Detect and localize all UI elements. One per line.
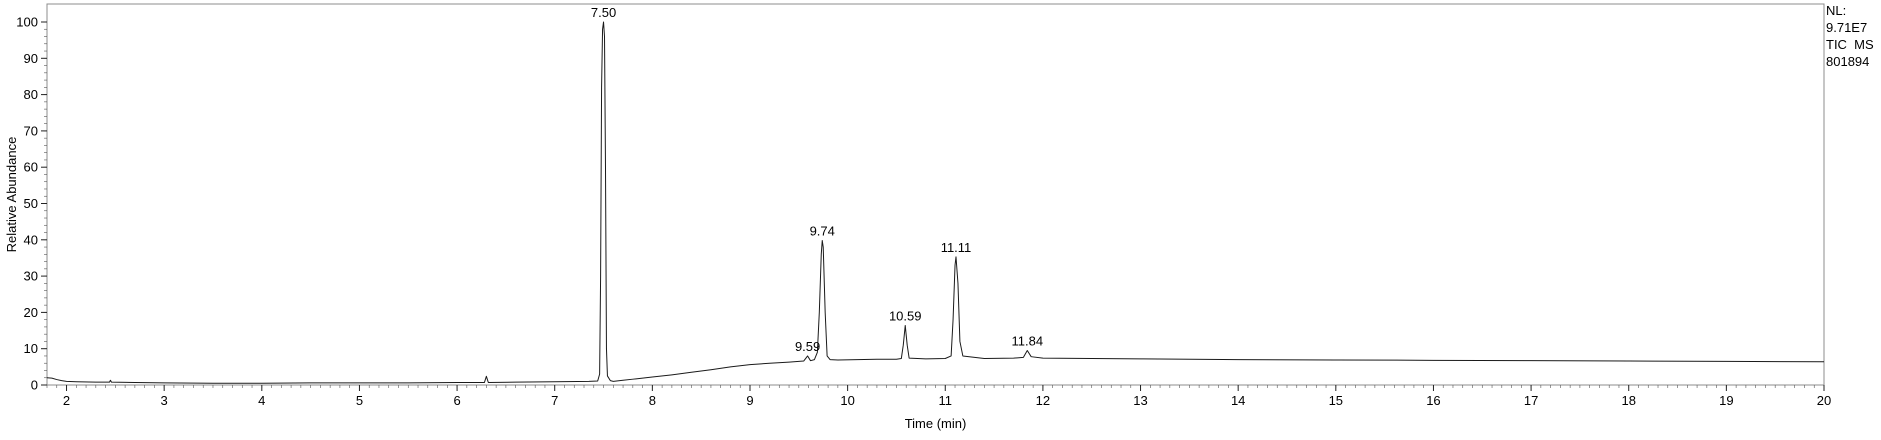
y-tick-label: 30 xyxy=(24,269,38,284)
x-tick-label: 11 xyxy=(939,393,953,408)
plot-frame xyxy=(46,3,1825,386)
y-tick-label: 60 xyxy=(24,160,38,175)
y-tick-label: 90 xyxy=(24,51,38,66)
y-tick-label: 80 xyxy=(24,87,38,102)
x-tick-label: 15 xyxy=(1329,393,1343,408)
peak-label: 9.74 xyxy=(810,224,835,239)
peak-label: 11.84 xyxy=(1011,334,1043,349)
x-tick-label: 9 xyxy=(746,393,753,408)
peak-label: 11.11 xyxy=(941,240,972,255)
peak-label: 10.59 xyxy=(889,308,922,323)
y-tick-label: 50 xyxy=(24,196,38,211)
x-tick-label: 3 xyxy=(161,393,168,408)
tic-trace-line xyxy=(46,21,1825,384)
x-tick-label: 19 xyxy=(1719,393,1733,408)
x-tick-label: 8 xyxy=(649,393,656,408)
x-tick-label: 12 xyxy=(1036,393,1050,408)
x-axis-label: Time (min) xyxy=(905,416,967,431)
y-axis-label: Relative Abundance xyxy=(4,137,19,253)
x-tick-label: 2 xyxy=(63,393,70,408)
y-tick-label: 10 xyxy=(24,341,38,356)
x-tick-label: 7 xyxy=(551,393,558,408)
info-nl-label: NL: xyxy=(1826,3,1847,18)
x-tick-label: 13 xyxy=(1133,393,1147,408)
info-file-id: 801894 xyxy=(1826,54,1870,69)
peak-label: 9.59 xyxy=(795,339,820,354)
x-tick-label: 6 xyxy=(453,393,460,408)
x-tick-label: 14 xyxy=(1231,393,1245,408)
x-tick-label: 18 xyxy=(1621,393,1635,408)
y-tick-label: 20 xyxy=(24,305,38,320)
x-tick-label: 16 xyxy=(1426,393,1440,408)
info-scan-type: TIC MS xyxy=(1826,37,1874,52)
peak-label: 7.50 xyxy=(591,5,616,20)
y-tick-label: 40 xyxy=(24,232,38,247)
y-tick-label: 70 xyxy=(24,123,38,138)
y-tick-label: 0 xyxy=(31,378,38,393)
y-tick-label: 100 xyxy=(16,15,38,30)
x-tick-label: 17 xyxy=(1524,393,1538,408)
info-nl-value: 9.71E7 xyxy=(1826,20,1868,35)
x-tick-label: 4 xyxy=(258,393,265,408)
info-block: NL: 9.71E7 TIC MS 801894 xyxy=(1826,2,1874,70)
x-tick-label: 10 xyxy=(840,393,854,408)
x-tick-label: 20 xyxy=(1817,393,1831,408)
x-tick-label: 5 xyxy=(356,393,363,408)
